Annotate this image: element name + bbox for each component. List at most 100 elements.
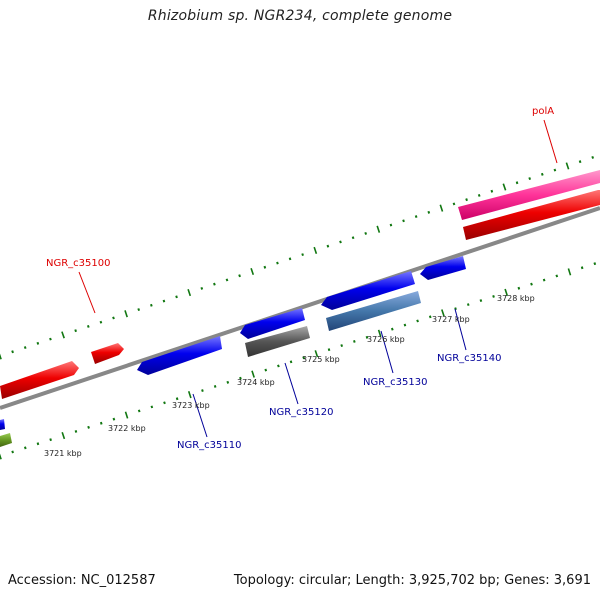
outer-minor-tick — [490, 189, 494, 193]
kbp-label-3727: 3727 kbp — [432, 315, 470, 324]
inner-minor-tick — [87, 425, 90, 429]
outer-minor-tick — [515, 181, 519, 185]
kbp-label-3721: 3721 kbp — [44, 449, 82, 458]
gene-NGR_c35140[interactable] — [420, 256, 466, 280]
outer-minor-tick — [553, 168, 557, 172]
outer-minor-tick — [591, 155, 595, 159]
inner-minor-tick — [517, 286, 521, 290]
outer-minor-tick — [112, 316, 115, 320]
inner-minor-tick — [542, 278, 546, 282]
outer-minor-tick — [86, 324, 90, 328]
outer-major-tick — [124, 310, 128, 318]
genome-title: Rhizobium sp. NGR234, complete genome — [147, 8, 453, 24]
inner-minor-tick — [428, 315, 432, 319]
outer-minor-tick — [528, 177, 532, 181]
inner-minor-tick — [555, 274, 559, 278]
inner-major-tick — [124, 411, 129, 419]
gene-label-NGR_c35140[interactable]: NGR_c35140 — [437, 353, 502, 364]
outer-major-tick — [439, 204, 444, 212]
outer-minor-tick — [74, 329, 77, 333]
feature-blue-edge[interactable] — [0, 419, 5, 430]
gene-label-NGR_c35100[interactable]: NGR_c35100 — [46, 258, 111, 269]
inner-minor-tick — [74, 430, 78, 433]
inner-major-tick — [504, 288, 509, 296]
gene-NGR_c35130[interactable] — [321, 271, 415, 310]
outer-minor-tick — [578, 160, 582, 164]
inner-minor-tick — [239, 376, 242, 380]
inner-major-tick — [314, 350, 319, 358]
outer-minor-tick — [414, 215, 418, 218]
feature-green[interactable] — [0, 433, 12, 447]
inner-minor-tick — [150, 405, 154, 409]
inner-major-tick — [567, 268, 572, 276]
outer-major-tick — [61, 331, 65, 339]
gene-label-polA[interactable]: polA — [532, 106, 554, 117]
tick-marks-inner — [0, 262, 597, 460]
outer-minor-tick — [11, 350, 14, 354]
gene-label-NGR_c35120[interactable]: NGR_c35120 — [269, 407, 334, 418]
pseudogene-segment[interactable] — [245, 326, 310, 357]
outer-minor-tick — [326, 244, 330, 248]
inner-minor-tick — [49, 438, 52, 442]
kbp-label-3726: 3726 kbp — [367, 335, 405, 344]
genome-summary-text: Topology: circular; Length: 3,925,702 bp… — [233, 573, 591, 588]
inner-minor-tick — [580, 266, 584, 270]
outer-minor-tick — [200, 286, 204, 290]
outer-minor-tick — [213, 282, 216, 286]
outer-minor-tick — [339, 240, 342, 244]
inner-minor-tick — [201, 389, 204, 392]
kbp-label-3722: 3722 kbp — [108, 424, 146, 433]
outer-major-tick — [313, 246, 318, 254]
inner-minor-tick — [277, 364, 280, 368]
gene-label-NGR_c35130[interactable]: NGR_c35130 — [363, 377, 428, 388]
inner-minor-tick — [175, 397, 179, 401]
accession-text: Accession: NC_012587 — [8, 573, 156, 588]
inner-minor-tick — [137, 409, 141, 413]
leader-polA — [543, 119, 558, 164]
inner-minor-tick — [416, 319, 419, 323]
kbp-label-3723: 3723 kbp — [172, 401, 210, 410]
outer-major-tick — [502, 183, 507, 191]
gene-NGR_c35110[interactable] — [137, 336, 222, 375]
outer-major-tick — [0, 353, 2, 360]
outer-minor-tick — [301, 253, 304, 257]
gene-NGR_c35120[interactable] — [240, 308, 305, 339]
outer-minor-tick — [263, 265, 267, 269]
inner-major-tick — [251, 370, 255, 378]
inner-minor-tick — [353, 340, 356, 343]
kbp-label-3728: 3728 kbp — [497, 294, 535, 303]
cds-steel-segment[interactable] — [326, 291, 421, 331]
inner-minor-tick — [264, 368, 268, 372]
inner-minor-tick — [112, 417, 116, 421]
inner-minor-tick — [466, 303, 470, 307]
inner-minor-tick — [226, 380, 230, 384]
gene-forward-upper[interactable] — [463, 190, 600, 240]
gene-NGR_c35100[interactable] — [0, 361, 79, 399]
gene-polA[interactable] — [458, 170, 600, 220]
outer-major-tick — [376, 225, 381, 233]
gene-label-NGR_c35110[interactable]: NGR_c35110 — [177, 440, 242, 451]
inner-minor-tick — [23, 446, 27, 450]
inner-minor-tick — [302, 356, 306, 360]
inner-minor-tick — [530, 282, 533, 286]
outer-minor-tick — [477, 193, 481, 197]
outer-minor-tick — [238, 274, 241, 278]
inner-minor-tick — [36, 442, 40, 446]
leader-NGR_c35120 — [284, 362, 299, 405]
inner-minor-tick — [99, 421, 103, 425]
genome-backbone — [0, 206, 600, 410]
leader-NGR_c35100 — [78, 271, 96, 314]
leader-NGR_c35140 — [454, 308, 467, 351]
inner-major-tick — [0, 453, 2, 460]
inner-major-tick — [441, 309, 445, 317]
kbp-label-3725: 3725 kbp — [302, 355, 340, 364]
outer-minor-tick — [225, 278, 229, 282]
outer-minor-tick — [351, 236, 355, 240]
inner-minor-tick — [163, 401, 166, 405]
outer-major-tick — [187, 289, 192, 297]
inner-major-tick — [61, 431, 66, 440]
outer-minor-tick — [452, 202, 456, 206]
gene-red-small[interactable] — [91, 343, 124, 364]
outer-minor-tick — [36, 341, 40, 345]
